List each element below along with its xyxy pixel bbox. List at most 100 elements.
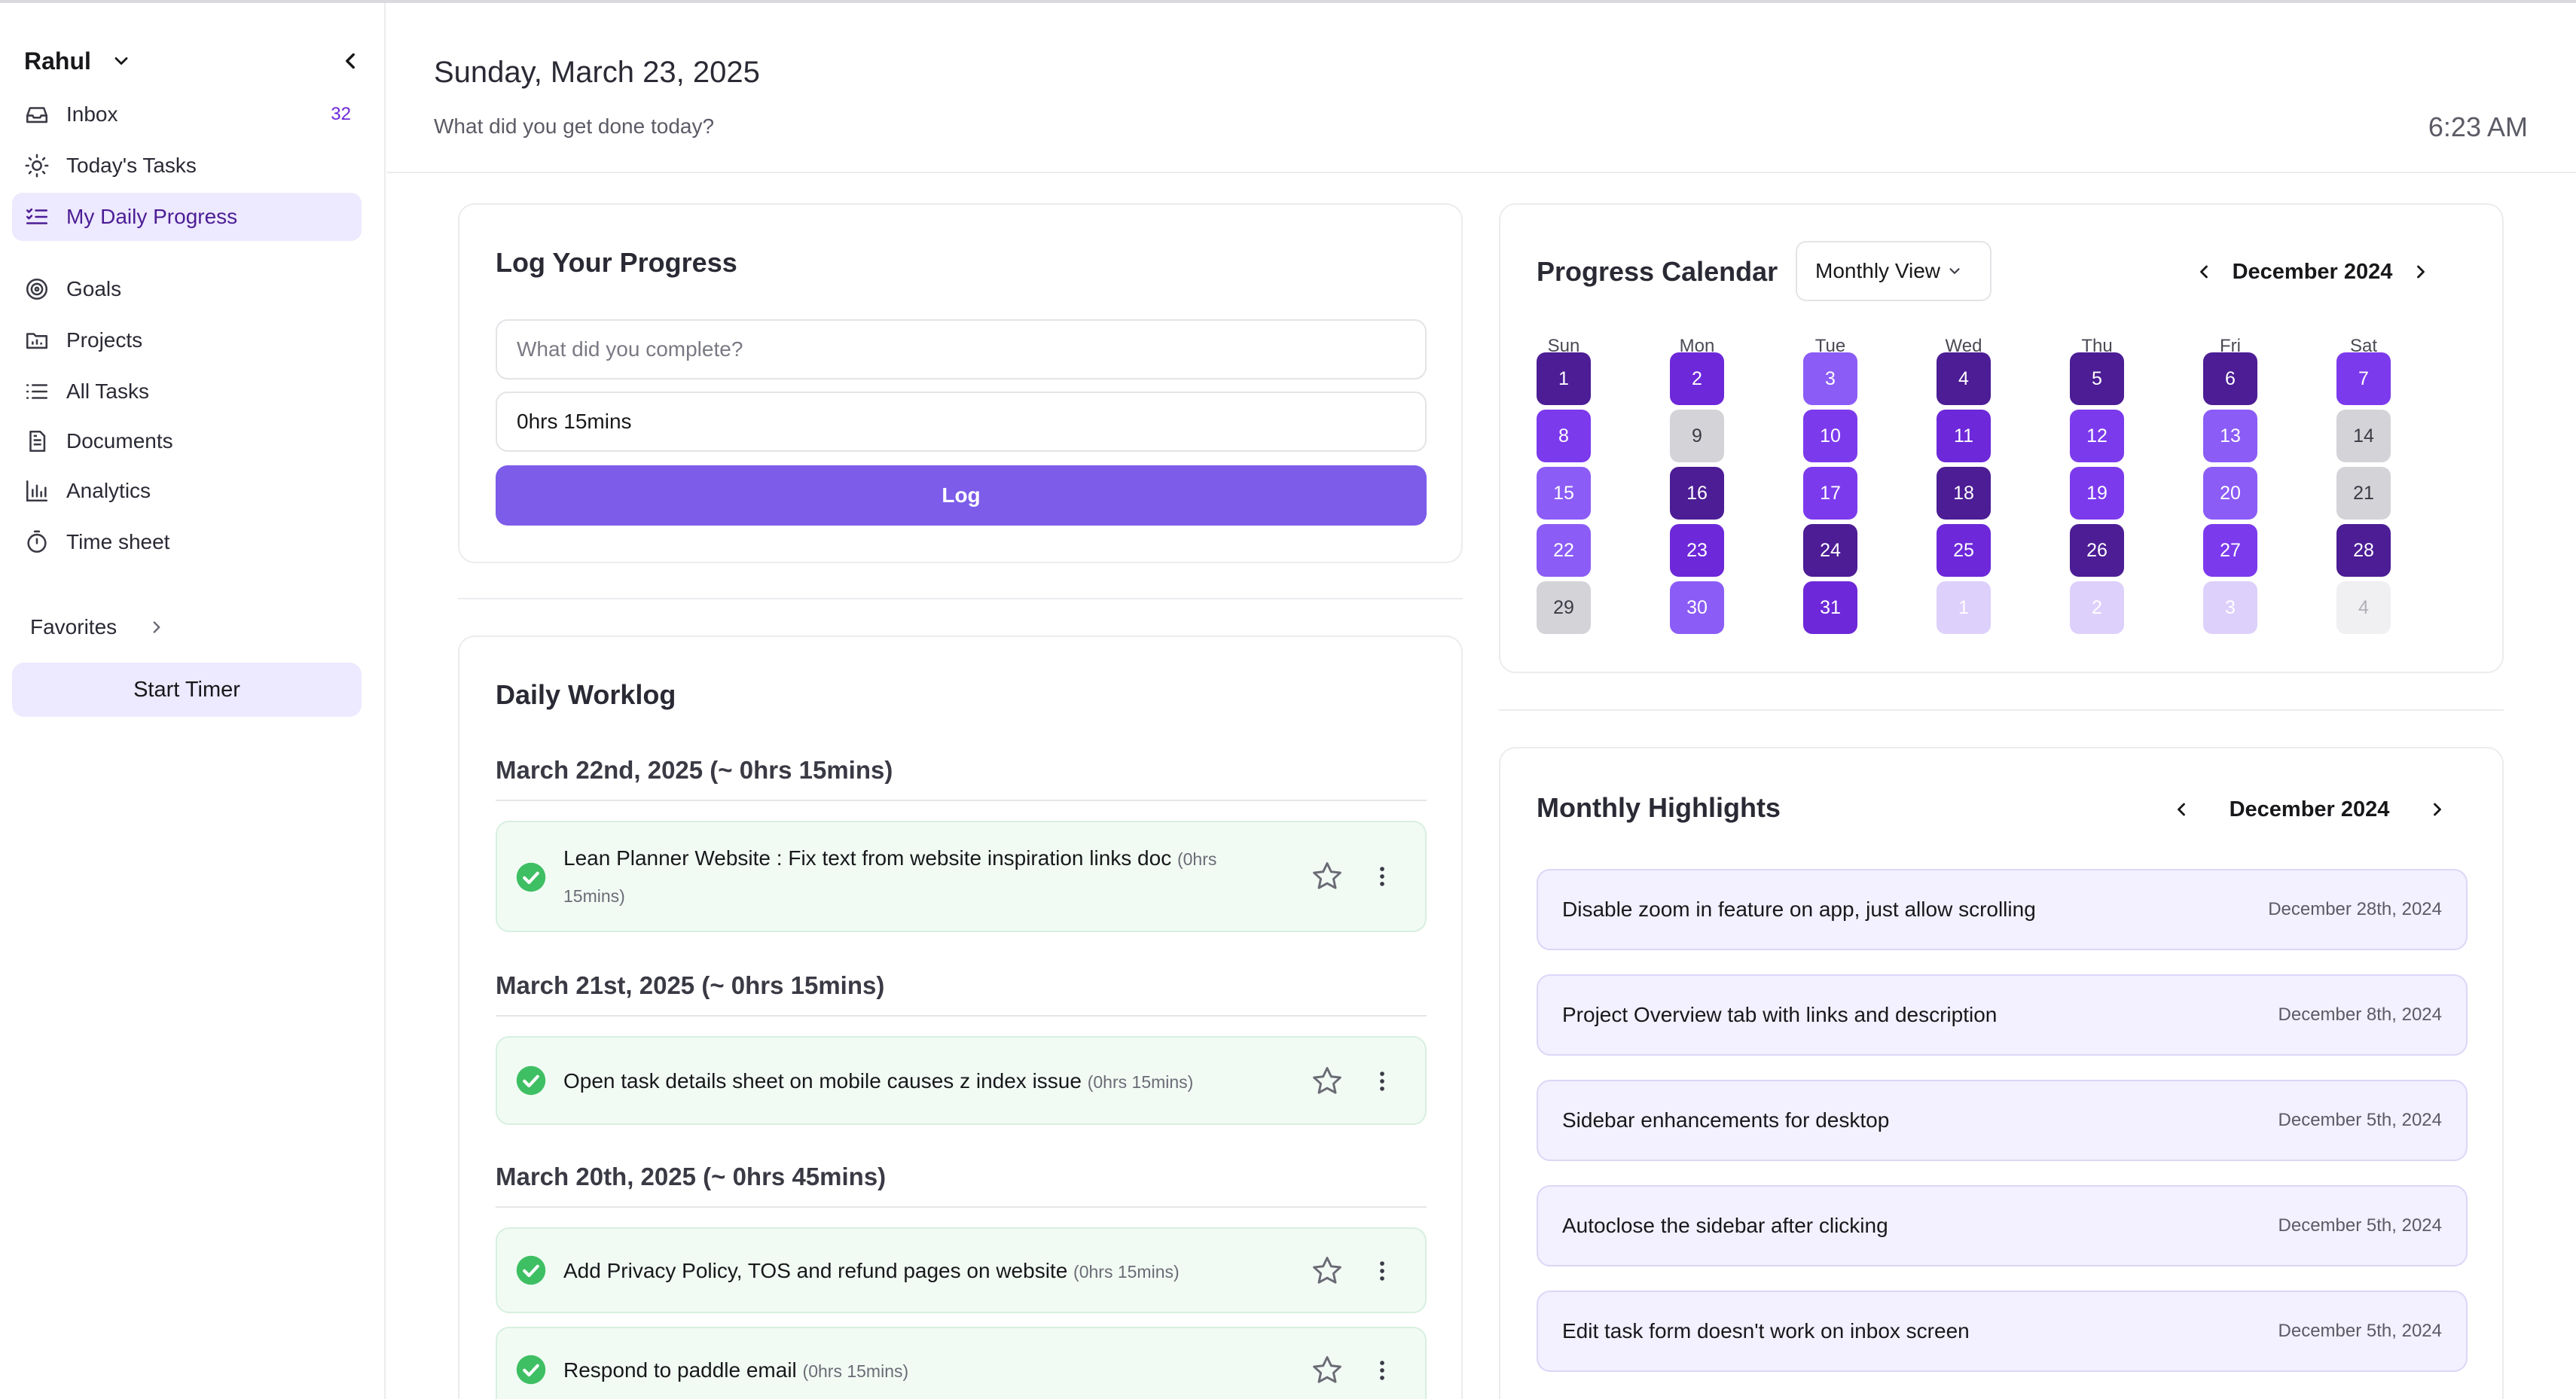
- more-vertical-icon[interactable]: [1369, 1068, 1395, 1094]
- highlights-month-label: December 2024: [2229, 797, 2390, 821]
- calendar-day[interactable]: 16: [1670, 467, 1724, 520]
- target-icon: [26, 278, 48, 300]
- calendar-day[interactable]: 29: [1537, 581, 1591, 634]
- star-icon[interactable]: [1311, 1065, 1344, 1098]
- calendar-day[interactable]: 3: [2203, 581, 2257, 634]
- highlight-item[interactable]: Disable zoom in feature on app, just all…: [1537, 869, 2468, 950]
- duration-input[interactable]: 0hrs 15mins: [496, 392, 1427, 452]
- sidebar-item-my-daily-progress[interactable]: My Daily Progress: [12, 193, 362, 241]
- worklog-task[interactable]: Add Privacy Policy, TOS and refund pages…: [496, 1227, 1427, 1313]
- view-mode-value: Monthly View: [1815, 259, 1941, 282]
- calendar-day[interactable]: 4: [2336, 581, 2391, 634]
- more-vertical-icon[interactable]: [1369, 1258, 1395, 1284]
- calendar-day[interactable]: 1: [1937, 581, 1991, 634]
- chevron-right-icon: [153, 621, 160, 633]
- calendar-day[interactable]: 10: [1803, 410, 1857, 462]
- calendar-day[interactable]: 3: [1803, 352, 1857, 405]
- more-vertical-icon[interactable]: [1369, 1358, 1395, 1383]
- calendar-day[interactable]: 4: [1937, 352, 1991, 405]
- task-duration: (0hrs 15mins): [563, 849, 1217, 906]
- check-circle-icon: [516, 1065, 546, 1096]
- calendar-day[interactable]: 20: [2203, 467, 2257, 520]
- task-text: Lean Planner Website : Fix text from web…: [563, 846, 1172, 870]
- calendar-day[interactable]: 1: [1537, 352, 1591, 405]
- calendar-day[interactable]: 26: [2070, 524, 2124, 577]
- highlight-text: Sidebar enhancements for desktop: [1562, 1108, 1890, 1132]
- folder-chart-icon: [26, 333, 48, 349]
- sidebar-item-time-sheet[interactable]: Time sheet: [12, 518, 362, 566]
- favorites-toggle[interactable]: Favorites: [30, 608, 181, 646]
- calendar-day[interactable]: 23: [1670, 524, 1724, 577]
- calendar-day[interactable]: 31: [1803, 581, 1857, 634]
- task-duration: (0hrs 15mins): [1087, 1072, 1194, 1092]
- chevron-left-icon[interactable]: [2193, 261, 2214, 282]
- star-icon[interactable]: [1311, 1254, 1344, 1288]
- calendar-day[interactable]: 19: [2070, 467, 2124, 520]
- sidebar-item-all-tasks[interactable]: All Tasks: [12, 367, 362, 416]
- task-text-block: Lean Planner Website : Fix text from web…: [563, 840, 1259, 914]
- chevron-right-icon[interactable]: [2427, 799, 2448, 820]
- calendar-day[interactable]: 24: [1803, 524, 1857, 577]
- calendar-day[interactable]: 2: [2070, 581, 2124, 634]
- inbox-icon: [26, 107, 48, 123]
- task-duration: (0hrs 15mins): [802, 1361, 909, 1381]
- calendar-day[interactable]: 11: [1937, 410, 1991, 462]
- chevron-right-icon[interactable]: [2410, 261, 2431, 282]
- calendar-day[interactable]: 5: [2070, 352, 2124, 405]
- sidebar-item-label: My Daily Progress: [66, 205, 238, 228]
- calendar-day[interactable]: 30: [1670, 581, 1724, 634]
- log-progress-title: Log Your Progress: [496, 247, 737, 278]
- calendar-day[interactable]: 21: [2336, 467, 2391, 520]
- calendar-day[interactable]: 18: [1937, 467, 1991, 520]
- task-text: Open task details sheet on mobile causes…: [563, 1069, 1082, 1093]
- highlight-item[interactable]: Edit task form doesn't work on inbox scr…: [1537, 1291, 2468, 1372]
- task-duration: (0hrs 15mins): [1073, 1262, 1180, 1282]
- worklog-task[interactable]: Lean Planner Website : Fix text from web…: [496, 821, 1427, 932]
- calendar-day[interactable]: 12: [2070, 410, 2124, 462]
- view-mode-dropdown[interactable]: Monthly View: [1796, 241, 1992, 301]
- calendar-day[interactable]: 9: [1670, 410, 1724, 462]
- highlight-item[interactable]: Project Overview tab with links and desc…: [1537, 974, 2468, 1056]
- sidebar-item-label: Documents: [66, 429, 173, 453]
- calendar-day[interactable]: 14: [2336, 410, 2391, 462]
- star-icon[interactable]: [1311, 860, 1344, 893]
- start-timer-button[interactable]: Start Timer: [12, 663, 362, 717]
- calendar-day[interactable]: 25: [1937, 524, 1991, 577]
- calendar-day[interactable]: 28: [2336, 524, 2391, 577]
- calendar-day[interactable]: 2: [1670, 352, 1724, 405]
- sidebar-item-goals[interactable]: Goals: [12, 265, 362, 313]
- task-input[interactable]: What did you complete?: [496, 319, 1427, 379]
- calendar-day[interactable]: 13: [2203, 410, 2257, 462]
- sidebar-item-documents[interactable]: Documents: [12, 417, 362, 465]
- task-text-block: Add Privacy Policy, TOS and refund pages…: [563, 1253, 1259, 1290]
- sidebar-item-label: Goals: [66, 277, 122, 300]
- chevron-left-icon[interactable]: [2171, 799, 2192, 820]
- calendar-day[interactable]: 7: [2336, 352, 2391, 405]
- highlight-item[interactable]: Sidebar enhancements for desktop Decembe…: [1537, 1080, 2468, 1161]
- document-icon: [29, 430, 46, 453]
- log-button[interactable]: Log: [496, 465, 1427, 526]
- calendar-day[interactable]: 27: [2203, 524, 2257, 577]
- calendar-day[interactable]: 22: [1537, 524, 1591, 577]
- more-vertical-icon[interactable]: [1369, 864, 1395, 889]
- calendar-day[interactable]: 8: [1537, 410, 1591, 462]
- favorites-label: Favorites: [30, 615, 118, 639]
- worklog-task[interactable]: Open task details sheet on mobile causes…: [496, 1036, 1427, 1125]
- sidebar-item-inbox[interactable]: Inbox 32: [12, 90, 362, 139]
- sidebar-item-projects[interactable]: Projects: [12, 316, 362, 364]
- section-divider: [1499, 709, 2504, 711]
- worklog-task[interactable]: Respond to paddle email (0hrs 15mins): [496, 1327, 1427, 1399]
- star-icon[interactable]: [1311, 1354, 1344, 1387]
- calendar-day[interactable]: 17: [1803, 467, 1857, 520]
- sidebar-item-todays-tasks[interactable]: Today's Tasks: [12, 142, 362, 190]
- sidebar-item-analytics[interactable]: Analytics: [12, 467, 362, 515]
- calendar-day[interactable]: 6: [2203, 352, 2257, 405]
- progress-calendar-card: Progress Calendar Monthly View December …: [1499, 203, 2504, 673]
- calendar-month-label: December 2024: [2232, 259, 2393, 284]
- collapse-sidebar-icon[interactable]: [337, 48, 363, 74]
- calendar-day[interactable]: 15: [1537, 467, 1591, 520]
- highlight-item[interactable]: Autoclose the sidebar after clicking Dec…: [1537, 1185, 2468, 1266]
- user-switcher[interactable]: Rahul: [24, 41, 363, 81]
- check-circle-icon: [516, 862, 546, 892]
